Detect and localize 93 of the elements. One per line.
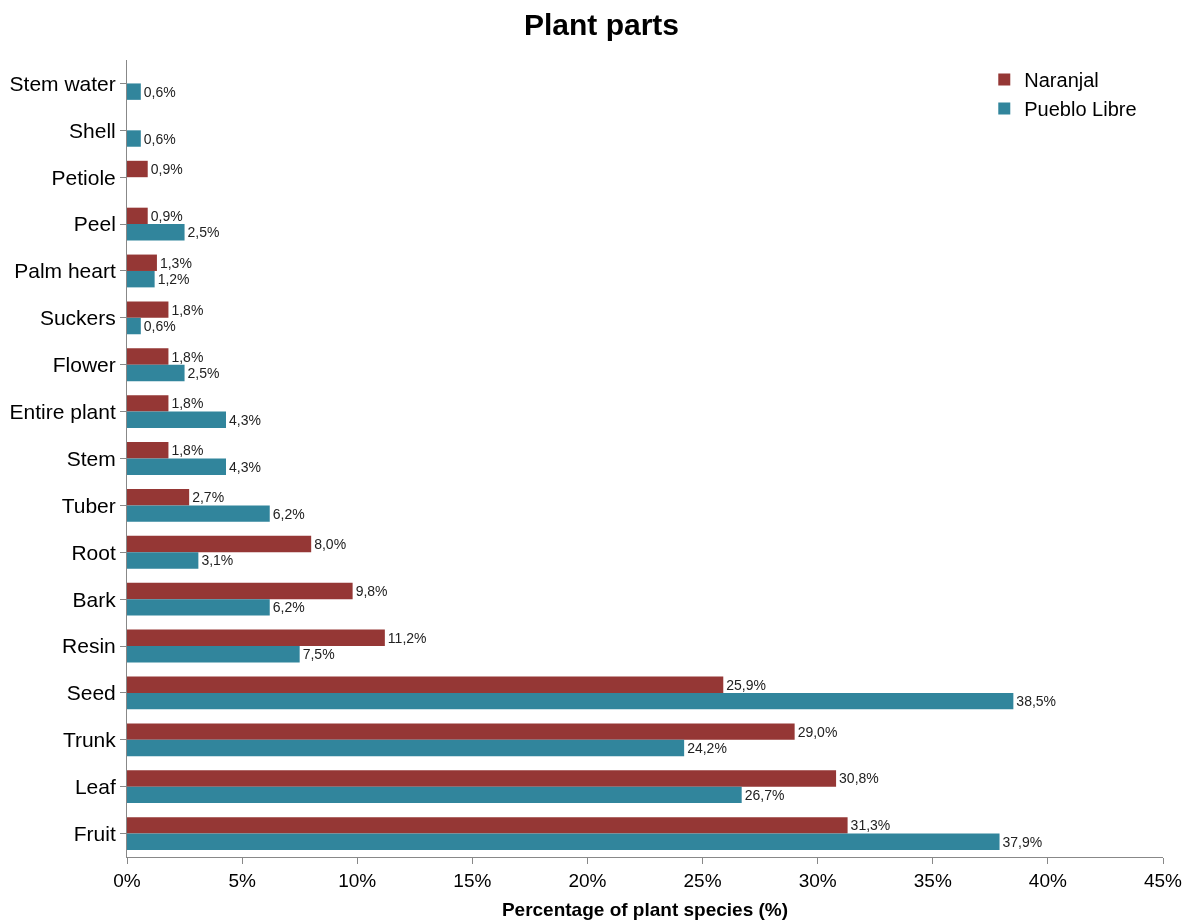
legend-label: Naranjal (1024, 69, 1099, 92)
bar (127, 270, 155, 288)
data-label: 11,2% (387, 629, 427, 646)
bar (127, 599, 270, 616)
y-tick-label: Suckers (39, 306, 116, 330)
data-label: 37,9% (1002, 833, 1043, 850)
x-tick-label: 25% (683, 869, 722, 891)
bar (127, 552, 199, 569)
x-tick-label: 0% (113, 869, 141, 891)
bar (127, 488, 190, 506)
y-tick-label: Peel (73, 212, 116, 236)
bar (127, 207, 148, 225)
bar (127, 770, 837, 787)
data-label: 7,5% (302, 646, 335, 663)
bar (127, 301, 169, 318)
x-tick-label: 45% (1143, 869, 1183, 891)
data-label: 0,6% (143, 318, 176, 335)
data-label: 24,2% (687, 739, 727, 756)
x-tick-label: 30% (798, 869, 837, 891)
data-label: 1,2% (157, 271, 190, 288)
data-label: 26,7% (744, 786, 785, 803)
bar (127, 676, 724, 693)
x-axis-title: Percentage of plant species (%) (501, 899, 789, 920)
data-label: 9,8% (355, 582, 388, 599)
data-label: 38,5% (1016, 693, 1057, 710)
data-label: 31,3% (850, 817, 891, 834)
data-label: 30,8% (839, 770, 879, 787)
data-label: 2,7% (192, 489, 225, 506)
bar (127, 723, 795, 740)
y-tick-label: Flower (52, 353, 116, 377)
bar (127, 364, 185, 382)
data-label: 0,6% (143, 83, 176, 100)
y-tick-label: Stem (66, 446, 116, 470)
x-tick-label: 10% (338, 869, 377, 891)
y-tick-label: Leaf (74, 775, 116, 799)
y-tick-label: Fruit (73, 821, 116, 845)
bar (127, 739, 685, 757)
y-tick-label: Shell (69, 118, 116, 142)
data-label: 1,8% (171, 348, 204, 365)
y-tick-label: Palm heart (14, 259, 116, 283)
data-label: 3,1% (201, 552, 234, 569)
y-tick-label: Stem water (9, 71, 116, 95)
bar (127, 224, 185, 241)
x-tick-label: 20% (568, 869, 607, 891)
data-label: 25,9% (726, 676, 766, 693)
y-tick-label: Tuber (61, 493, 116, 517)
data-label: 1,3% (159, 254, 192, 271)
bar (127, 582, 353, 600)
bar (127, 458, 226, 475)
y-tick-label: Resin (62, 634, 116, 658)
y-tick-label: Petiole (51, 165, 116, 189)
bar (127, 535, 312, 553)
data-label: 1,8% (171, 395, 204, 412)
bar (127, 786, 742, 804)
legend-label: Pueblo Libre (1024, 98, 1137, 121)
bar (127, 317, 141, 335)
bar (127, 395, 169, 412)
x-tick-label: 35% (913, 869, 952, 891)
data-label: 1,8% (171, 301, 204, 318)
bar (127, 254, 157, 271)
data-label: 0,9% (150, 161, 183, 178)
bar (127, 629, 385, 647)
data-label: 6,2% (272, 599, 305, 616)
data-label: 4,3% (229, 458, 261, 475)
x-tick-label: 15% (453, 869, 492, 891)
bar (127, 348, 169, 365)
x-tick-label: 40% (1028, 869, 1068, 891)
y-tick-label: Seed (66, 681, 116, 705)
bar (127, 646, 300, 663)
y-tick-label: Bark (72, 587, 117, 611)
data-label: 8,0% (314, 536, 347, 553)
y-tick-label: Root (71, 540, 116, 564)
data-label: 6,2% (272, 505, 305, 522)
bar (127, 505, 270, 522)
bar (127, 130, 141, 147)
data-label: 0,6% (143, 130, 176, 147)
x-tick-label: 5% (228, 869, 256, 891)
data-label: 2,5% (187, 364, 220, 381)
y-tick-label: Trunk (62, 728, 117, 752)
bar (127, 83, 141, 100)
bar (127, 411, 226, 429)
bar (127, 692, 1014, 710)
bar (127, 817, 848, 834)
bar (127, 160, 148, 178)
y-tick-label: Entire plant (9, 399, 116, 423)
chart-title: Plant parts (523, 7, 680, 41)
bar (127, 442, 169, 459)
data-label: 4,3% (229, 411, 261, 428)
data-label: 2,5% (187, 224, 220, 241)
data-label: 1,8% (171, 442, 204, 459)
data-label: 0,9% (150, 207, 183, 224)
data-label: 29,0% (797, 723, 838, 740)
bar (127, 833, 1000, 850)
